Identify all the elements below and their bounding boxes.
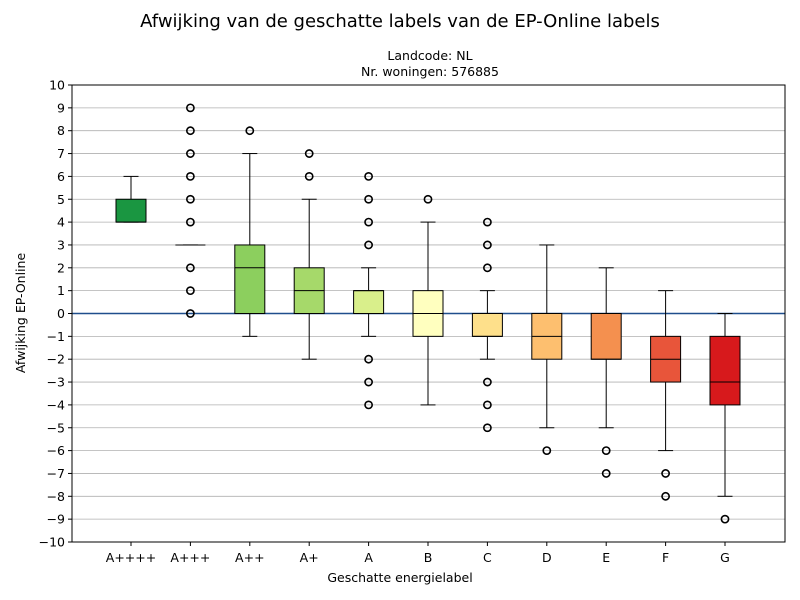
y-tick-label: 8 bbox=[57, 123, 65, 138]
box-body bbox=[709, 335, 741, 406]
y-tick-label: −2 bbox=[47, 352, 65, 367]
x-tick-label: F bbox=[662, 550, 669, 565]
outlier-point bbox=[482, 423, 492, 433]
x-tick-label: A bbox=[364, 550, 373, 565]
box-group-C bbox=[471, 290, 503, 360]
x-tick-label: C bbox=[483, 550, 492, 565]
box-group-E bbox=[590, 267, 622, 429]
x-tick-label: G bbox=[720, 550, 730, 565]
outlier-point bbox=[364, 194, 373, 204]
x-tick-label: E bbox=[602, 550, 610, 565]
y-tick-label: 6 bbox=[57, 169, 65, 184]
outlier-point bbox=[601, 469, 611, 478]
box-group-F bbox=[650, 290, 682, 452]
x-tick-label: D bbox=[542, 550, 552, 565]
box-group-A++++ bbox=[115, 175, 147, 223]
y-tick-label: 10 bbox=[49, 78, 65, 93]
box-group-G bbox=[709, 313, 741, 497]
y-tick-label: −4 bbox=[47, 397, 65, 412]
y-tick-label: −8 bbox=[47, 489, 65, 504]
outlier-point bbox=[304, 171, 314, 181]
box-body bbox=[115, 198, 147, 223]
box-group-A++ bbox=[234, 153, 266, 337]
y-tick-label: 4 bbox=[57, 215, 65, 230]
box-series bbox=[115, 153, 741, 497]
x-axis-ticks: A++++ A+++ A++ A+ A B C D E F G bbox=[106, 542, 730, 565]
y-tick-label: 2 bbox=[57, 260, 65, 275]
outlier-point bbox=[720, 514, 730, 524]
outlier-point bbox=[364, 354, 373, 364]
y-axis-label: Afwijking EP-Online bbox=[13, 253, 28, 374]
box-group-B bbox=[412, 221, 444, 406]
outlier-point bbox=[185, 286, 195, 296]
outlier-points bbox=[185, 103, 730, 524]
x-tick-label: A+ bbox=[300, 550, 319, 565]
outlier-point bbox=[304, 149, 314, 158]
outlier-point bbox=[423, 194, 433, 204]
outlier-point bbox=[364, 377, 373, 387]
outlier-point bbox=[185, 149, 195, 158]
y-tick-label: 5 bbox=[57, 192, 65, 207]
outlier-point bbox=[185, 263, 195, 273]
box-body bbox=[471, 313, 503, 337]
y-tick-label: −3 bbox=[47, 375, 65, 390]
box-body bbox=[590, 313, 622, 360]
y-tick-label: −9 bbox=[47, 512, 65, 527]
box-group-A bbox=[353, 267, 385, 337]
box-body bbox=[234, 244, 266, 314]
chart-subtitle-line-1: Landcode: NL bbox=[387, 48, 472, 63]
outlier-point bbox=[364, 217, 373, 227]
y-tick-label: 0 bbox=[57, 306, 65, 321]
outlier-point bbox=[661, 491, 670, 501]
outlier-point bbox=[482, 263, 492, 273]
outlier-point bbox=[482, 400, 492, 410]
box-group-D bbox=[531, 244, 563, 429]
y-tick-label: −10 bbox=[39, 535, 65, 550]
y-tick-label: 9 bbox=[57, 100, 65, 115]
outlier-point bbox=[661, 469, 670, 478]
outlier-point bbox=[185, 103, 195, 113]
outlier-point bbox=[482, 377, 492, 387]
y-tick-label: −6 bbox=[47, 443, 65, 458]
y-tick-label: 7 bbox=[57, 146, 65, 161]
y-tick-label: 1 bbox=[57, 283, 65, 298]
y-tick-label: 3 bbox=[57, 237, 65, 252]
outlier-point bbox=[542, 446, 552, 455]
y-tick-label: −1 bbox=[47, 329, 65, 344]
box-group-A+ bbox=[293, 198, 325, 360]
outlier-point bbox=[364, 400, 373, 410]
outlier-point bbox=[185, 126, 195, 136]
outlier-point bbox=[185, 217, 195, 227]
x-axis-label: Geschatte energielabel bbox=[327, 570, 472, 585]
outlier-point bbox=[482, 240, 492, 250]
outlier-point bbox=[245, 126, 255, 136]
chart-subtitle-line-2: Nr. woningen: 576885 bbox=[361, 64, 499, 79]
x-tick-label: A++++ bbox=[106, 550, 156, 565]
outlier-point bbox=[185, 309, 195, 318]
y-tick-label: −7 bbox=[47, 466, 65, 481]
outlier-point bbox=[185, 171, 195, 181]
box-body bbox=[353, 290, 385, 314]
outlier-point bbox=[364, 240, 373, 250]
outlier-point bbox=[482, 217, 492, 227]
x-tick-label: A++ bbox=[235, 550, 265, 565]
x-tick-label: A+++ bbox=[170, 550, 210, 565]
y-tick-label: −5 bbox=[47, 420, 65, 435]
outlier-point bbox=[364, 171, 373, 181]
chart-title: Afwijking van de geschatte labels van de… bbox=[140, 11, 660, 32]
x-tick-label: B bbox=[424, 550, 433, 565]
outlier-point bbox=[601, 446, 611, 455]
outlier-point bbox=[185, 194, 195, 204]
